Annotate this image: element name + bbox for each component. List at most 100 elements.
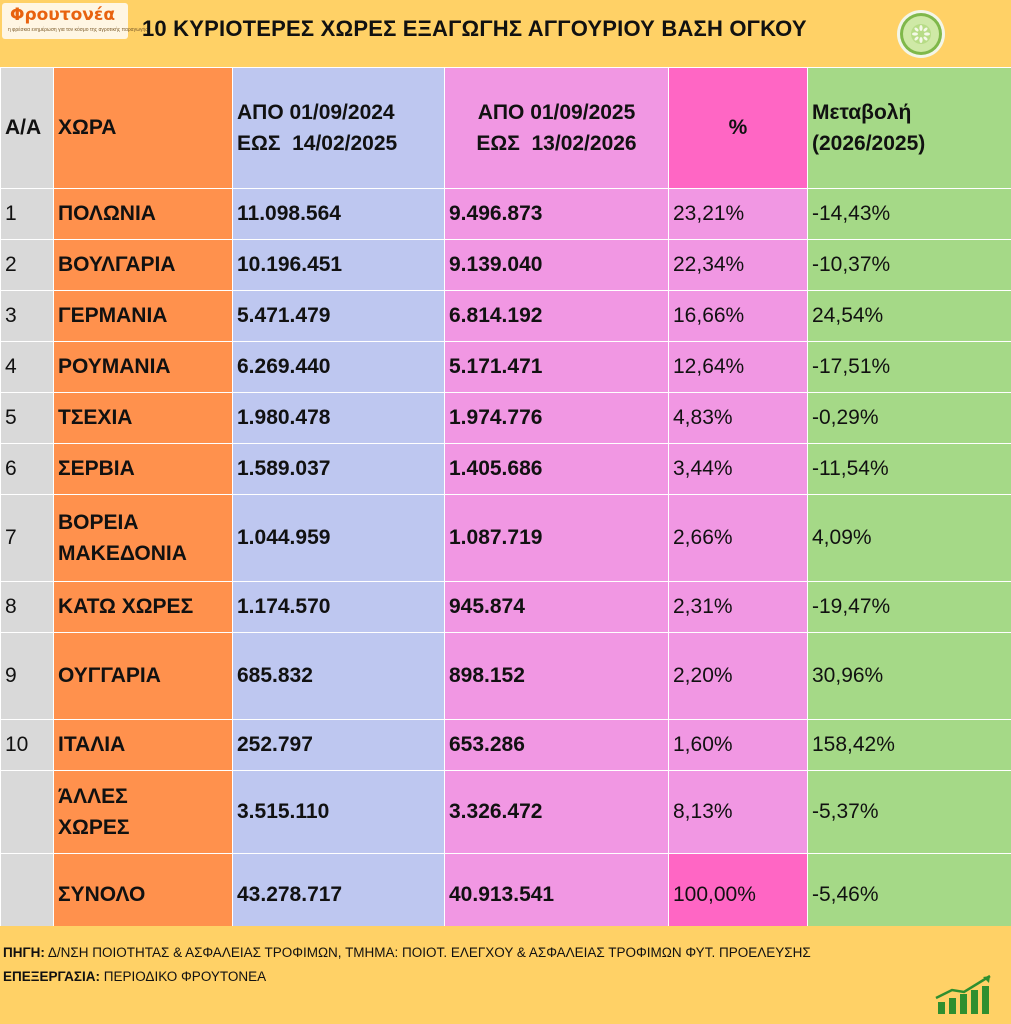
row-period-1: 10.196.451 (232, 239, 445, 291)
table-row: 5 ΤΣΕΧΙΑ 1.980.478 1.974.776 4,83% -0,29% (0, 392, 1011, 444)
row-pct: 1,60% (668, 719, 808, 771)
row-index: 10 (0, 719, 54, 771)
row-period-1: 252.797 (232, 719, 445, 771)
footer: ΠΗΓΗ: Δ/ΝΣΗ ΠΟΙΟΤΗΤΑΣ & ΑΣΦΑΛΕΙΑΣ ΤΡΟΦΙΜ… (0, 926, 1011, 1024)
row-index: 4 (0, 341, 54, 393)
export-table: Α/Α ΧΩΡΑ ΑΠΟ 01/09/2024 ΕΩΣ 14/02/2025 Α… (0, 67, 1011, 937)
header-change-years: (2026/2025) (812, 132, 926, 155)
header-aa: Α/Α (0, 67, 54, 189)
row-country: ΠΟΛΩΝΙΑ (53, 188, 233, 240)
header-period-1-to: ΕΩΣ 14/02/2025 (237, 132, 398, 155)
row-period-1: 1.044.959 (232, 494, 445, 582)
row-change: -5,37% (807, 770, 1011, 854)
row-pct: 100,00% (668, 853, 808, 937)
table-row: 6 ΣΕΡΒΙΑ 1.589.037 1.405.686 3,44% -11,54% (0, 443, 1011, 495)
row-country: ΣΕΡΒΙΑ (53, 443, 233, 495)
row-pct: 2,31% (668, 581, 808, 633)
row-country: ΣΥΝΟΛΟ (53, 853, 233, 937)
row-change: 4,09% (807, 494, 1011, 582)
row-period-1: 1.980.478 (232, 392, 445, 444)
row-period-2: 3.326.472 (444, 770, 669, 854)
header-pct: % (668, 67, 808, 189)
country-name: ΠΟΛΩΝΙΑ (58, 202, 156, 226)
row-index: 6 (0, 443, 54, 495)
row-change: -11,54% (807, 443, 1011, 495)
row-period-2: 9.139.040 (444, 239, 669, 291)
row-period-2: 898.152 (444, 632, 669, 720)
row-period-1: 5.471.479 (232, 290, 445, 342)
row-index: 3 (0, 290, 54, 342)
row-period-1: 685.832 (232, 632, 445, 720)
row-pct: 12,64% (668, 341, 808, 393)
country-name: ΒΟΥΛΓΑΡΙΑ (58, 253, 176, 277)
header-period-2-from: ΑΠΟ 01/09/2025 (477, 100, 636, 124)
brand-name: Φρουτονέα (10, 5, 116, 25)
row-index: 2 (0, 239, 54, 291)
row-country: ΒΟΡΕΙΑ ΜΑΚΕΔΟΝΙΑ (53, 494, 233, 582)
header-period-2-to: ΕΩΣ 13/02/2026 (476, 132, 637, 155)
table-header-row: Α/Α ΧΩΡΑ ΑΠΟ 01/09/2024 ΕΩΣ 14/02/2025 Α… (0, 67, 1011, 189)
row-country: ΒΟΥΛΓΑΡΙΑ (53, 239, 233, 291)
row-change: -17,51% (807, 341, 1011, 393)
source-text: Δ/ΝΣΗ ΠΟΙΟΤΗΤΑΣ & ΑΣΦΑΛΕΙΑΣ ΤΡΟΦΙΜΩΝ, ΤΜ… (44, 945, 811, 960)
header-period-1: ΑΠΟ 01/09/2024 ΕΩΣ 14/02/2025 (232, 67, 445, 189)
row-period-2: 9.496.873 (444, 188, 669, 240)
table-row: ΆΛΛΕΣ ΧΩΡΕΣ 3.515.110 3.326.472 8,13% -5,37% (0, 770, 1011, 854)
row-change: -10,37% (807, 239, 1011, 291)
row-change: -14,43% (807, 188, 1011, 240)
row-period-2: 5.171.471 (444, 341, 669, 393)
row-country: ΓΕΡΜΑΝΙΑ (53, 290, 233, 342)
table-row: 4 ΡΟΥΜΑΝΙΑ 6.269.440 5.171.471 12,64% -17,51% (0, 341, 1011, 393)
row-pct: 16,66% (668, 290, 808, 342)
country-name: ΣΕΡΒΙΑ (58, 457, 135, 481)
row-period-1: 1.589.037 (232, 443, 445, 495)
header-change: Μεταβολή (2026/2025) (807, 67, 1011, 189)
processing-label: ΕΠΕΞΕΡΓΑΣΙΑ: (3, 969, 100, 984)
brand-tagline: η φρέσκια ενημέρωση για τον κόσμο της αγ… (8, 27, 148, 33)
row-index: 9 (0, 632, 54, 720)
country-name: ΟΥΓΓΑΡΙΑ (58, 664, 161, 688)
table-row: 3 ΓΕΡΜΑΝΙΑ 5.471.479 6.814.192 16,66% 24,54% (0, 290, 1011, 342)
row-period-1: 1.174.570 (232, 581, 445, 633)
row-country: ΡΟΥΜΑΝΙΑ (53, 341, 233, 393)
country-name: ΙΤΑΛΙΑ (58, 733, 126, 757)
row-index: 1 (0, 188, 54, 240)
row-change: -0,29% (807, 392, 1011, 444)
growth-bars-icon (935, 974, 991, 1014)
table-row: 10 ΙΤΑΛΙΑ 252.797 653.286 1,60% 158,42% (0, 719, 1011, 771)
row-pct: 2,66% (668, 494, 808, 582)
row-change: 30,96% (807, 632, 1011, 720)
country-name: ΓΕΡΜΑΝΙΑ (58, 304, 168, 328)
brand-logo[interactable]: Φρουτονέα η φρέσκια ενημέρωση για τον κό… (2, 3, 148, 39)
row-pct: 3,44% (668, 443, 808, 495)
row-period-1: 43.278.717 (232, 853, 445, 937)
country-name: ΆΛΛΕΣ (58, 784, 128, 808)
row-period-2: 1.405.686 (444, 443, 669, 495)
table-row: 2 ΒΟΥΛΓΑΡΙΑ 10.196.451 9.139.040 22,34% -10,3… (0, 239, 1011, 291)
row-country: ΙΤΑΛΙΑ (53, 719, 233, 771)
row-country: ΤΣΕΧΙΑ (53, 392, 233, 444)
country-name-line-2: ΜΑΚΕΔΟΝΙΑ (58, 542, 187, 565)
processing-text: ΠΕΡΙΟΔΙΚΟ ΦΡΟΥΤΟΝΕΑ (99, 969, 267, 984)
row-period-2: 40.913.541 (444, 853, 669, 937)
row-index: 8 (0, 581, 54, 633)
source-note: ΠΗΓΗ: Δ/ΝΣΗ ΠΟΙΟΤΗΤΑΣ & ΑΣΦΑΛΕΙΑΣ ΤΡΟΦΙΜ… (3, 941, 811, 989)
row-pct: 23,21% (668, 188, 808, 240)
page-title: 10 ΚΥΡΙΟΤΕΡΕΣ ΧΩΡΕΣ ΕΞΑΓΩΓΗΣ ΑΓΓΟΥΡΙΟΥ Β… (142, 16, 807, 41)
row-period-2: 653.286 (444, 719, 669, 771)
country-name: ΤΣΕΧΙΑ (58, 406, 133, 430)
row-country: ΟΥΓΓΑΡΙΑ (53, 632, 233, 720)
country-name: ΚΑΤΩ ΧΩΡΕΣ (58, 595, 194, 619)
row-period-1: 6.269.440 (232, 341, 445, 393)
row-index (0, 770, 54, 854)
row-period-2: 1.974.776 (444, 392, 669, 444)
header-country: ΧΩΡΑ (53, 67, 233, 189)
source-label: ΠΗΓΗ: (3, 945, 45, 960)
row-pct: 8,13% (668, 770, 808, 854)
row-pct: 22,34% (668, 239, 808, 291)
table-row: 7 ΒΟΡΕΙΑ ΜΑΚΕΔΟΝΙΑ 1.044.959 1.087.719 2,66% 4… (0, 494, 1011, 582)
row-period-1: 11.098.564 (232, 188, 445, 240)
row-index: 7 (0, 494, 54, 582)
row-pct: 2,20% (668, 632, 808, 720)
table-row: 8 ΚΑΤΩ ΧΩΡΕΣ 1.174.570 945.874 2,31% -19,47% (0, 581, 1011, 633)
